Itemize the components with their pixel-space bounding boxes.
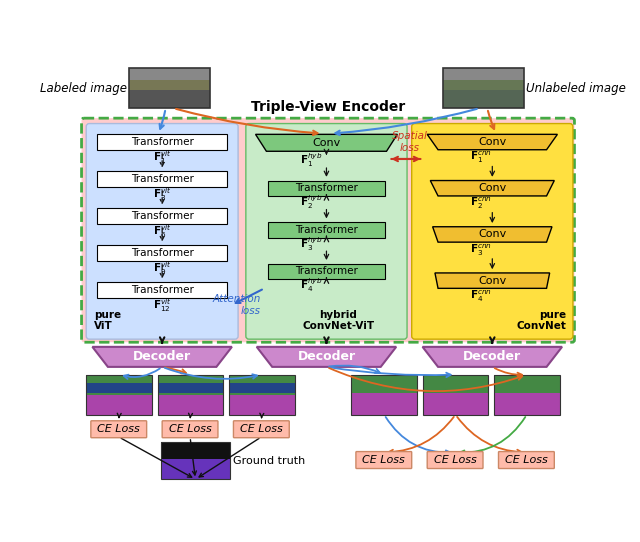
Text: $\mathbf{F}_3^{hyb}$: $\mathbf{F}_3^{hyb}$ (300, 235, 322, 253)
Polygon shape (97, 208, 227, 224)
Text: CE Loss: CE Loss (434, 455, 476, 465)
Polygon shape (257, 347, 396, 367)
Text: Ground truth: Ground truth (233, 456, 305, 466)
Polygon shape (351, 375, 417, 415)
Text: CE Loss: CE Loss (505, 455, 548, 465)
Text: Transformer: Transformer (295, 225, 358, 235)
Polygon shape (229, 375, 294, 415)
Polygon shape (268, 222, 385, 237)
Polygon shape (129, 80, 210, 90)
FancyBboxPatch shape (428, 451, 483, 468)
Text: pure
ViT: pure ViT (94, 310, 121, 332)
Text: Transformer: Transformer (131, 137, 193, 147)
Text: Transformer: Transformer (295, 267, 358, 276)
FancyBboxPatch shape (412, 124, 573, 339)
Polygon shape (422, 347, 562, 367)
Polygon shape (430, 180, 554, 196)
Polygon shape (422, 392, 488, 415)
Text: Conv: Conv (478, 183, 506, 193)
Text: $\mathbf{F}_1^{hyb}$: $\mathbf{F}_1^{hyb}$ (300, 152, 322, 170)
Text: Transformer: Transformer (131, 211, 193, 221)
Polygon shape (433, 227, 552, 242)
FancyBboxPatch shape (234, 421, 289, 438)
Text: CE Loss: CE Loss (362, 455, 405, 465)
Polygon shape (268, 180, 385, 196)
Text: CE Loss: CE Loss (97, 424, 140, 434)
Text: Decoder: Decoder (463, 350, 522, 363)
Polygon shape (229, 383, 294, 392)
Polygon shape (92, 347, 232, 367)
Polygon shape (86, 383, 152, 392)
Polygon shape (129, 86, 210, 108)
Polygon shape (494, 375, 560, 415)
Text: Attention
loss: Attention loss (212, 294, 260, 316)
Text: CE Loss: CE Loss (240, 424, 283, 434)
Polygon shape (161, 459, 230, 479)
Polygon shape (97, 245, 227, 261)
Text: Unlabeled image: Unlabeled image (527, 82, 627, 95)
Text: Transformer: Transformer (295, 183, 358, 193)
Polygon shape (428, 134, 557, 150)
FancyBboxPatch shape (499, 451, 554, 468)
Polygon shape (229, 395, 294, 415)
Text: Transformer: Transformer (131, 248, 193, 258)
Text: Conv: Conv (478, 229, 506, 240)
Polygon shape (157, 375, 223, 415)
Text: Transformer: Transformer (131, 174, 193, 184)
Text: Triple-View Encoder: Triple-View Encoder (251, 100, 405, 114)
Text: Conv: Conv (478, 276, 506, 286)
Polygon shape (161, 442, 230, 479)
FancyBboxPatch shape (356, 451, 412, 468)
Text: $\mathbf{F}_2^{cnn}$: $\mathbf{F}_2^{cnn}$ (470, 196, 492, 211)
Polygon shape (157, 395, 223, 415)
Polygon shape (157, 383, 223, 392)
Polygon shape (351, 392, 417, 415)
FancyBboxPatch shape (162, 421, 218, 438)
Text: $\mathbf{F}_9^{vit}$: $\mathbf{F}_9^{vit}$ (153, 260, 172, 277)
Polygon shape (86, 375, 152, 415)
Text: pure
ConvNet: pure ConvNet (516, 310, 566, 332)
Polygon shape (86, 395, 152, 415)
Text: $\mathbf{F}_3^{vit}$: $\mathbf{F}_3^{vit}$ (153, 186, 172, 203)
Text: Conv: Conv (478, 137, 506, 147)
Polygon shape (422, 375, 488, 415)
FancyBboxPatch shape (246, 124, 407, 339)
Text: $\mathbf{F}_4^{hyb}$: $\mathbf{F}_4^{hyb}$ (300, 276, 322, 294)
Polygon shape (443, 86, 524, 108)
FancyBboxPatch shape (91, 421, 147, 438)
Text: Decoder: Decoder (133, 350, 191, 363)
Polygon shape (97, 134, 227, 150)
Text: Decoder: Decoder (298, 350, 355, 363)
Text: Transformer: Transformer (131, 285, 193, 295)
Polygon shape (443, 68, 524, 108)
Text: Labeled image: Labeled image (40, 82, 127, 95)
Text: $\mathbf{F}_2^{hyb}$: $\mathbf{F}_2^{hyb}$ (300, 193, 322, 211)
Polygon shape (268, 264, 385, 279)
Polygon shape (443, 80, 524, 90)
Polygon shape (494, 392, 560, 415)
Text: $\mathbf{F}_3^{cnn}$: $\mathbf{F}_3^{cnn}$ (470, 242, 492, 257)
Polygon shape (97, 282, 227, 298)
Polygon shape (129, 68, 210, 108)
Polygon shape (255, 134, 397, 151)
Text: $\mathbf{F}_4^{cnn}$: $\mathbf{F}_4^{cnn}$ (470, 288, 492, 304)
Text: $\mathbf{F}_6^{vit}$: $\mathbf{F}_6^{vit}$ (153, 223, 172, 240)
Text: Spatial
loss: Spatial loss (392, 131, 428, 153)
FancyBboxPatch shape (86, 124, 238, 339)
Text: $\mathbf{F}_1^{vit}$: $\mathbf{F}_1^{vit}$ (153, 149, 172, 166)
Text: CE Loss: CE Loss (169, 424, 211, 434)
Text: hybrid
ConvNet-ViT: hybrid ConvNet-ViT (302, 310, 374, 332)
Polygon shape (435, 273, 550, 288)
Text: Conv: Conv (312, 138, 340, 148)
Text: $\mathbf{F}_{12}^{vit}$: $\mathbf{F}_{12}^{vit}$ (153, 297, 172, 314)
Text: $\mathbf{F}_1^{cnn}$: $\mathbf{F}_1^{cnn}$ (470, 150, 492, 165)
FancyBboxPatch shape (81, 118, 575, 342)
Polygon shape (97, 171, 227, 186)
